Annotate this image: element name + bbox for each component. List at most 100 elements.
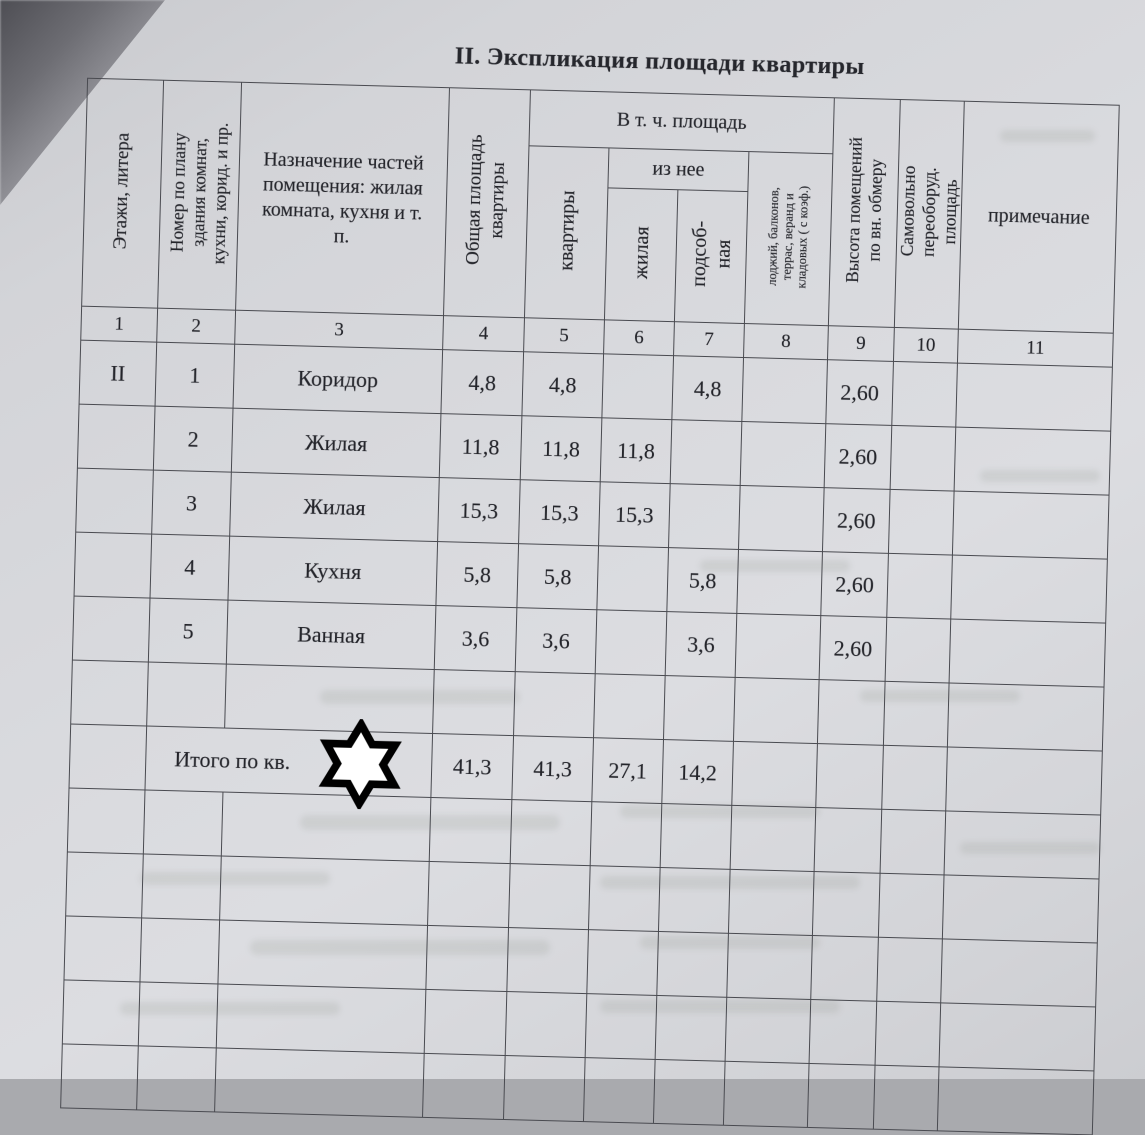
area-explication-table: Этажи, литера Номер по плану здания комн… (60, 78, 1120, 1135)
empty-cell (807, 1063, 876, 1130)
empty-cell (873, 1065, 940, 1131)
cell-living-area: 11,8 (600, 417, 672, 484)
empty-cell (65, 851, 144, 918)
empty-cell (883, 681, 950, 747)
cell-height: 2,60 (824, 423, 892, 490)
empty-cell (663, 675, 736, 742)
cell-apartment-area: 4,8 (521, 351, 604, 418)
empty-cell (429, 797, 512, 864)
empty-cell (593, 673, 666, 740)
cell-living-area: 15,3 (598, 481, 671, 548)
empty-cell (217, 919, 428, 990)
cell-apartment-area: 3,6 (515, 607, 597, 674)
cell-total-area: 4,8 (440, 349, 524, 416)
cell-total-area: 11,8 (439, 413, 522, 480)
empty-cell (139, 917, 220, 984)
cell-unauthorized (885, 617, 951, 683)
empty-cell (942, 874, 1100, 943)
empty-cell (939, 1002, 1096, 1071)
header-auxiliary-area: подсоб-ная (674, 189, 748, 324)
empty-cell (427, 861, 511, 928)
total-label: Итого по кв. (174, 745, 291, 774)
empty-cell (146, 662, 227, 729)
empty-cell (141, 853, 222, 920)
column-number: 10 (893, 327, 959, 364)
cell-unauthorized (890, 425, 956, 492)
empty-cell (63, 915, 142, 982)
empty-cell (723, 1061, 810, 1128)
cell-loggias-area (736, 549, 823, 616)
cell-apartment-area: 5,8 (516, 543, 599, 610)
empty-cell (586, 929, 659, 996)
area-table-body: II 1 Коридор 4,8 4,8 4,8 2,60 2 Жилая 11… (60, 340, 1113, 1135)
empty-cell (67, 787, 145, 854)
empty-cell (503, 1055, 586, 1122)
empty-cell (658, 867, 731, 934)
sheet-content: II. Экспликация площади квартиры Этажи, … (60, 34, 1122, 1135)
cell-auxiliary-area (670, 419, 742, 486)
header-floor-letter: Этажи, литера (81, 78, 164, 309)
header-total-area: Общая площадь квартиры (443, 87, 531, 318)
cell-unauthorized (891, 361, 958, 428)
column-number: 7 (673, 321, 745, 358)
table-header: Этажи, литера Номер по плану здания комн… (80, 78, 1120, 368)
empty-cell (216, 983, 426, 1054)
cell-auxiliary-area: 5,8 (666, 547, 739, 614)
column-number: 8 (743, 323, 829, 360)
empty-cell (817, 679, 886, 746)
column-number: 3 (234, 310, 444, 350)
total-unauthorized (881, 745, 948, 811)
empty-cell (422, 1053, 506, 1120)
column-number: 2 (156, 308, 236, 345)
empty-cell (656, 931, 729, 998)
cell-room-number: 1 (155, 342, 235, 409)
header-note: примечание (958, 101, 1120, 334)
cell-height: 2,60 (822, 487, 891, 554)
cell-total-area: 15,3 (437, 477, 521, 544)
cell-loggias-area (735, 613, 821, 680)
empty-cell (214, 1047, 425, 1118)
empty-cell (424, 989, 507, 1056)
header-loggias-area: лоджий, балконов, террас, веранд и кладо… (744, 151, 833, 326)
cell-loggias-area (740, 421, 826, 488)
cell-purpose: Ванная (226, 600, 436, 670)
total-label-cell: Итого по кв. (144, 717, 433, 811)
empty-cell (876, 937, 943, 1003)
total-height (815, 743, 884, 810)
column-number: 6 (603, 319, 675, 356)
empty-cell (725, 997, 811, 1064)
cell-room-number: 3 (151, 470, 232, 537)
empty-cell (506, 927, 589, 994)
empty-cell (728, 869, 815, 936)
cell-floor (77, 404, 156, 471)
empty-cell (513, 671, 596, 738)
cell-note (950, 555, 1108, 624)
empty-cell (809, 999, 877, 1066)
empty-cell (425, 925, 509, 992)
empty-cell (880, 809, 946, 875)
header-group-incl-area: В т. ч. площадь (528, 89, 835, 154)
header-living-area: жилая (604, 187, 678, 322)
empty-cell (726, 933, 813, 1000)
total-living-area: 27,1 (591, 737, 664, 804)
column-number: 1 (80, 306, 158, 343)
cell-unauthorized (886, 553, 953, 620)
empty-cell (138, 981, 218, 1048)
empty-cell (60, 1043, 139, 1110)
cell-note (954, 427, 1111, 496)
empty-cell (590, 801, 662, 868)
empty-cell (812, 871, 881, 938)
cell-room-number: 4 (150, 534, 230, 601)
total-loggias-area (731, 741, 818, 808)
empty-cell (730, 805, 816, 872)
paper-background (0, 0, 1145, 1079)
total-auxiliary-area: 14,2 (661, 739, 734, 806)
cell-total-area: 3,6 (434, 605, 517, 672)
empty-cell (655, 995, 727, 1062)
cell-auxiliary-area (668, 483, 741, 550)
empty-cell (944, 810, 1101, 879)
cell-purpose: Коридор (233, 344, 443, 414)
empty-cell (653, 1059, 726, 1126)
column-number: 5 (523, 317, 605, 354)
empty-cell (814, 807, 882, 874)
